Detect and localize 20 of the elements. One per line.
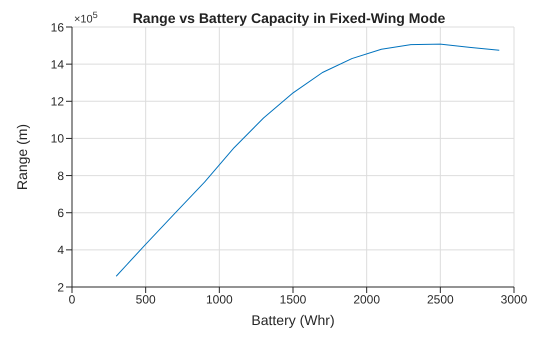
x-tick-label: 1500 bbox=[280, 292, 307, 307]
x-tick-label: 2500 bbox=[426, 292, 454, 307]
y-axis-title: Range (m) bbox=[14, 124, 30, 190]
x-tick-label: 500 bbox=[136, 292, 156, 307]
y-tick-label: 12 bbox=[50, 94, 64, 109]
x-tick-label: 3000 bbox=[500, 292, 528, 307]
x-tick-label: 2000 bbox=[353, 292, 380, 307]
y-tick-label: 4 bbox=[57, 243, 64, 258]
y-tick-label: 2 bbox=[57, 280, 64, 294]
line-series bbox=[116, 44, 500, 277]
chart-title: Range vs Battery Capacity in Fixed-Wing Mode bbox=[132, 10, 446, 26]
y-tick-label: 14 bbox=[50, 57, 64, 72]
text: ×10$^{5}$ bbox=[74, 10, 98, 26]
x-tick-label: 0 bbox=[68, 292, 76, 307]
x-axis-title: Battery (Whr) bbox=[251, 312, 335, 328]
y-tick-label: 16 bbox=[50, 20, 64, 34]
y-tick-label: 8 bbox=[57, 168, 64, 183]
x-tick-label: 1000 bbox=[206, 292, 234, 307]
y-tick-label: 6 bbox=[57, 206, 64, 220]
y-tick-label: 10 bbox=[50, 132, 64, 146]
